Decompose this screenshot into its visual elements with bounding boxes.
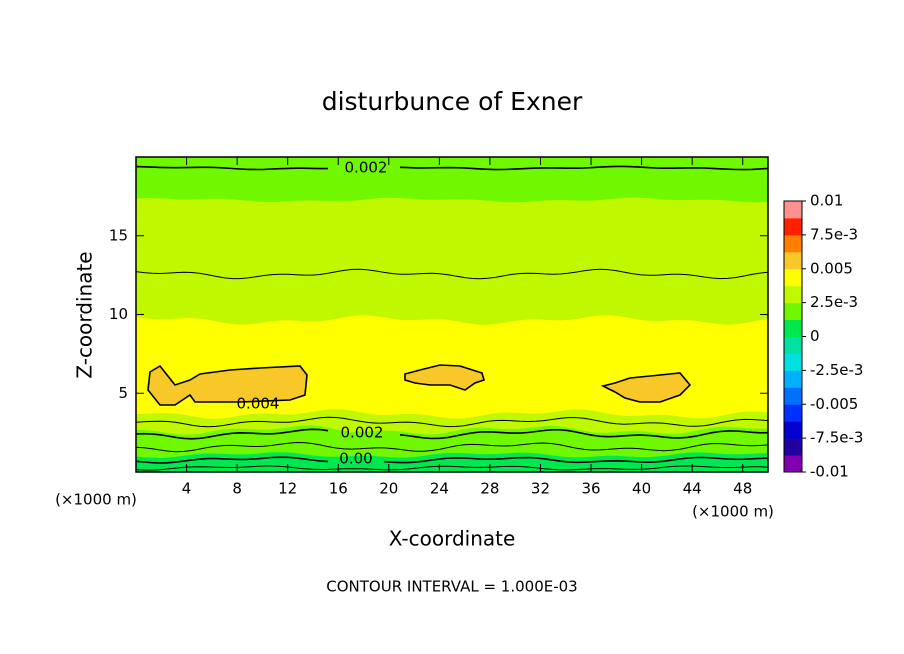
x-tick-label: 4 xyxy=(182,480,192,498)
colorbar-tick-label: -7.5e-3 xyxy=(810,429,863,447)
contour-line-minor xyxy=(135,441,769,453)
colorbar-tick-label: 0.01 xyxy=(810,192,843,210)
y-tick-label: 15 xyxy=(109,226,128,244)
x-tick-label: 20 xyxy=(379,480,398,498)
x-unit-label: (×1000 m) xyxy=(55,491,137,509)
contour-region xyxy=(404,364,485,391)
colorbar-band xyxy=(784,421,802,439)
y-tick-label: 10 xyxy=(109,305,128,323)
colorbar-tick-label: 0 xyxy=(810,327,820,345)
contour-line xyxy=(135,428,769,440)
x-unit-label: (×1000 m) xyxy=(692,503,774,521)
colorbar-band xyxy=(784,336,802,354)
x-tick-label: 36 xyxy=(581,480,600,498)
chart-title: disturbunce of Exner xyxy=(322,87,583,116)
x-tick-label: 40 xyxy=(632,480,651,498)
contour-region xyxy=(147,364,308,406)
colorbar-band xyxy=(784,217,802,236)
x-axis-label: X-coordinate xyxy=(389,527,516,551)
y-axis-label: Z-coordinate xyxy=(73,251,97,378)
contour-region xyxy=(600,372,692,403)
colorbar-band xyxy=(784,387,802,405)
x-tick-label: 8 xyxy=(232,480,242,498)
contour-line xyxy=(135,456,769,464)
contour-fill xyxy=(136,452,768,472)
colorbar-tick-label: 2.5e-3 xyxy=(810,293,858,311)
x-tick-label: 44 xyxy=(683,480,702,498)
contour-line-minor xyxy=(135,416,769,428)
contour-line xyxy=(135,165,769,171)
x-tick-label: 28 xyxy=(480,480,499,498)
colorbar-band xyxy=(784,438,802,456)
x-tick-label: 12 xyxy=(278,480,297,498)
contour-label: 0.004 xyxy=(237,395,280,413)
colorbar-band xyxy=(784,251,802,270)
contour-label: 0.002 xyxy=(341,424,384,442)
colorbar-band xyxy=(784,302,802,321)
x-tick-label: 48 xyxy=(733,480,752,498)
colorbar-band xyxy=(784,285,802,304)
x-tick-label: 16 xyxy=(329,480,348,498)
colorbar-tick-label: 0.005 xyxy=(810,259,853,277)
colorbar-tick-label: -2.5e-3 xyxy=(810,361,863,379)
colorbar-tick-label: -0.005 xyxy=(810,395,858,413)
x-tick-label: 32 xyxy=(531,480,550,498)
contour-label: 0.00 xyxy=(339,450,372,468)
x-tick-label: 24 xyxy=(430,480,449,498)
contour-label: 0.002 xyxy=(345,159,388,177)
footnote: CONTOUR INTERVAL = 1.000E-03 xyxy=(326,578,577,596)
y-tick-label: 5 xyxy=(118,384,128,402)
colorbar-band xyxy=(784,234,802,253)
colorbar-band xyxy=(784,268,802,287)
colorbar-band xyxy=(784,404,802,422)
colorbar-band xyxy=(784,201,802,219)
colorbar-band xyxy=(784,455,802,473)
colorbar-tick-label: 7.5e-3 xyxy=(810,225,858,243)
colorbar-band xyxy=(784,319,802,337)
contour-line-minor xyxy=(135,465,769,471)
colorbar-tick-label: -0.01 xyxy=(810,463,849,481)
colorbar-band xyxy=(784,370,802,388)
colorbar-band xyxy=(784,353,802,371)
contour-line-minor xyxy=(135,268,769,280)
